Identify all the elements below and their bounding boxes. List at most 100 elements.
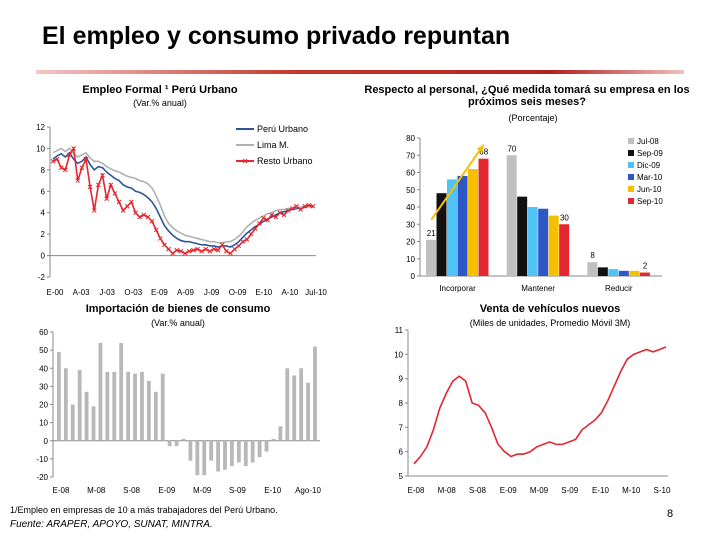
chart4-title: Venta de vehículos nuevos xyxy=(479,303,621,315)
legend-label: Jun-10 xyxy=(637,185,662,194)
data-point-marker xyxy=(310,203,316,209)
data-point-marker xyxy=(162,242,167,248)
data-point-marker xyxy=(79,165,85,171)
page-title: El empleo y consumo privado repuntan xyxy=(42,22,511,50)
x-tick-label: Jul-10 xyxy=(305,288,327,297)
y-tick-label: 9 xyxy=(399,375,404,384)
data-point-marker xyxy=(256,221,262,226)
data-point-marker xyxy=(207,248,213,254)
import-bar xyxy=(77,370,82,441)
data-point-marker xyxy=(129,199,134,205)
x-tick-label: S-09 xyxy=(561,486,578,495)
data-point-marker xyxy=(190,247,196,253)
x-tick-label: M-10 xyxy=(622,486,641,495)
y-tick-label: 30 xyxy=(39,382,48,391)
x-tick-label: E-09 xyxy=(158,486,175,495)
bar-mar-10-mantener xyxy=(538,208,549,276)
bar-mar-10-incorporar xyxy=(457,175,468,276)
data-point-marker xyxy=(273,214,279,220)
data-point-marker xyxy=(67,152,72,158)
x-tick-label: S-09 xyxy=(229,486,246,495)
import-bar xyxy=(140,371,144,441)
y-tick-label: 8 xyxy=(399,399,404,408)
import-bar xyxy=(84,391,89,441)
import-bar xyxy=(112,371,117,441)
y-tick-label: 12 xyxy=(36,123,45,132)
data-point-marker xyxy=(215,247,221,253)
vehicles-series-line xyxy=(413,346,667,465)
data-point-marker xyxy=(75,178,81,183)
chart1-title: Empleo Formal ¹ Perú Urbano xyxy=(82,84,238,96)
x-tick-label: E-09 xyxy=(500,486,517,495)
trend-arrow-head xyxy=(476,144,484,153)
bar-dic-09-mantener xyxy=(527,207,538,276)
data-point-marker xyxy=(265,217,270,223)
y-tick-label: 0 xyxy=(41,252,46,261)
bar-sep-10-reducir xyxy=(639,272,650,276)
bar-dic-09-reducir xyxy=(608,269,619,276)
data-point-marker xyxy=(182,251,188,256)
y-tick-label: 6 xyxy=(41,187,46,196)
y-tick-label: 11 xyxy=(395,326,404,335)
data-label: 8 xyxy=(590,251,595,260)
x-tick-label: E-10 xyxy=(264,486,281,495)
data-point-marker xyxy=(248,231,254,237)
page-number: 8 xyxy=(667,508,674,520)
bar-sep-10-incorporar xyxy=(478,158,489,276)
bar-jul-08-incorporar xyxy=(426,239,436,276)
import-bar xyxy=(91,406,96,441)
x-tick-label: A-09 xyxy=(177,288,194,297)
import-bar xyxy=(292,375,297,441)
data-point-marker xyxy=(54,156,60,162)
import-bar xyxy=(188,440,193,461)
bar-jul-08-mantener xyxy=(506,155,517,276)
data-point-marker xyxy=(244,237,250,242)
x-tick-label: E-08 xyxy=(53,486,70,495)
x-tick-label: E-08 xyxy=(408,486,425,495)
chart3-subtitle: (Var.% anual) xyxy=(151,318,205,328)
bar-sep-09-incorporar xyxy=(436,193,447,276)
data-point-marker xyxy=(240,239,246,244)
legend-swatch xyxy=(628,174,634,180)
y-tick-label: -10 xyxy=(36,455,48,464)
y-tick-label: 40 xyxy=(406,203,415,212)
data-point-marker xyxy=(112,191,118,196)
data-point-marker xyxy=(252,226,258,232)
y-tick-label: 10 xyxy=(394,350,403,359)
import-bar xyxy=(257,440,262,458)
x-tick-label: E-09 xyxy=(151,288,168,297)
category-label: Incorporar xyxy=(439,284,476,293)
import-bar xyxy=(195,440,200,476)
import-bar xyxy=(278,426,283,441)
import-bar xyxy=(119,342,124,441)
y-tick-label: 10 xyxy=(39,419,48,428)
legend-label: Dic-09 xyxy=(637,161,661,170)
data-point-marker xyxy=(174,247,180,253)
x-tick-label: J-09 xyxy=(204,288,220,297)
legend-label: Sep-09 xyxy=(637,149,663,158)
data-point-marker xyxy=(96,182,101,188)
data-point-marker xyxy=(145,214,151,220)
y-tick-label: 40 xyxy=(39,364,48,373)
import-bar xyxy=(313,346,317,441)
data-point-marker xyxy=(108,182,114,188)
y-tick-label: 2 xyxy=(41,230,46,239)
import-bar xyxy=(209,440,214,461)
y-tick-label: 7 xyxy=(399,423,404,432)
x-tick-label: A-10 xyxy=(281,288,298,297)
bar-mar-10-reducir xyxy=(618,270,629,276)
data-point-marker xyxy=(211,246,217,252)
data-point-marker xyxy=(285,208,291,213)
data-point-marker xyxy=(170,251,176,256)
title-rule xyxy=(36,70,684,74)
data-point-marker xyxy=(116,199,122,205)
y-tick-label: -20 xyxy=(36,473,48,482)
data-point-marker xyxy=(91,208,97,213)
x-tick-label: O-09 xyxy=(229,288,247,297)
y-tick-label: 70 xyxy=(406,151,415,160)
bar-jul-08-reducir xyxy=(587,262,598,276)
y-tick-label: 4 xyxy=(41,209,46,218)
data-point-marker xyxy=(63,167,68,173)
x-tick-label: E-00 xyxy=(47,288,64,297)
y-tick-label: 30 xyxy=(406,220,415,229)
